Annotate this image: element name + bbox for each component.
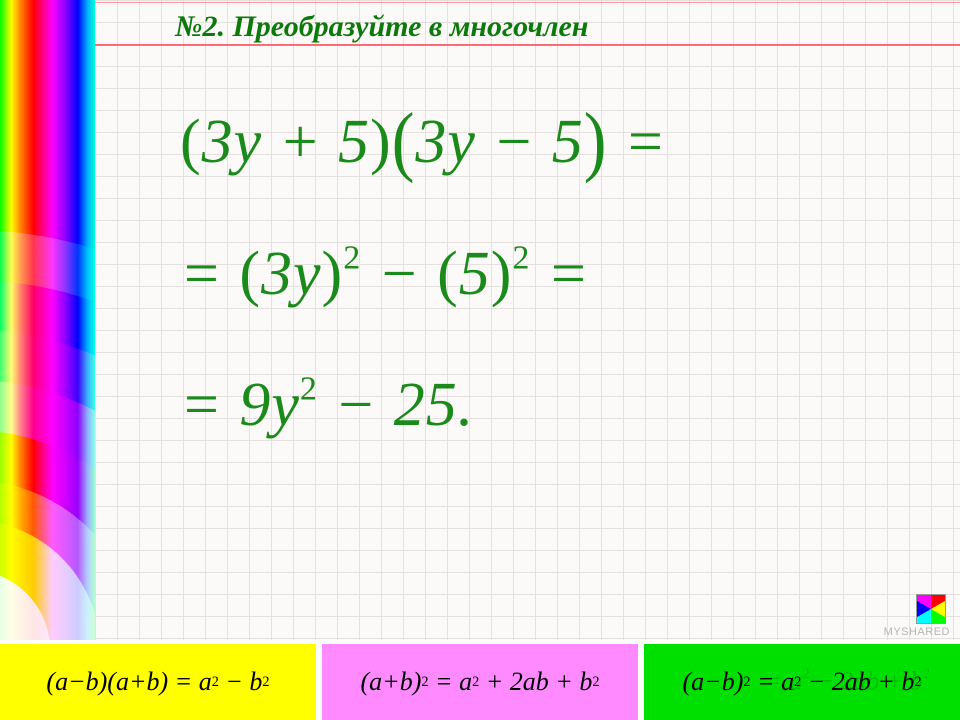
formula-shadow: = a2 − 2ab + b2 <box>766 666 930 696</box>
formula-bar: (a−b)(a+b) = a2 − b2 (a+b)2 = a2 + 2ab +… <box>0 644 960 720</box>
math-line-1: (3y + 5)(3y − 5) = <box>180 100 920 179</box>
formula-box-1: (a−b)(a+b) = a2 − b2 <box>0 644 316 720</box>
watermark-text: MYSHARED <box>884 626 950 638</box>
rainbow-curve-overlay <box>0 0 95 640</box>
margin-rule <box>95 44 960 46</box>
formula-box-3: (a−b)2 = a2 − 2ab + b2 = a2 − 2ab + b2 <box>644 644 960 720</box>
math-region: (3y + 5)(3y − 5) = = (3y)2 − (5)2 = = 9y… <box>180 100 920 501</box>
margin-rule-top <box>95 2 960 3</box>
math-line-3: = 9y2 − 25. <box>180 370 920 441</box>
slide-title: №2. Преобразуйте в многочлен <box>175 10 588 44</box>
math-line-2: = (3y)2 − (5)2 = <box>180 239 920 310</box>
formula-box-2: (a+b)2 = a2 + 2ab + b2 <box>322 644 638 720</box>
rainbow-square-icon <box>916 594 946 624</box>
